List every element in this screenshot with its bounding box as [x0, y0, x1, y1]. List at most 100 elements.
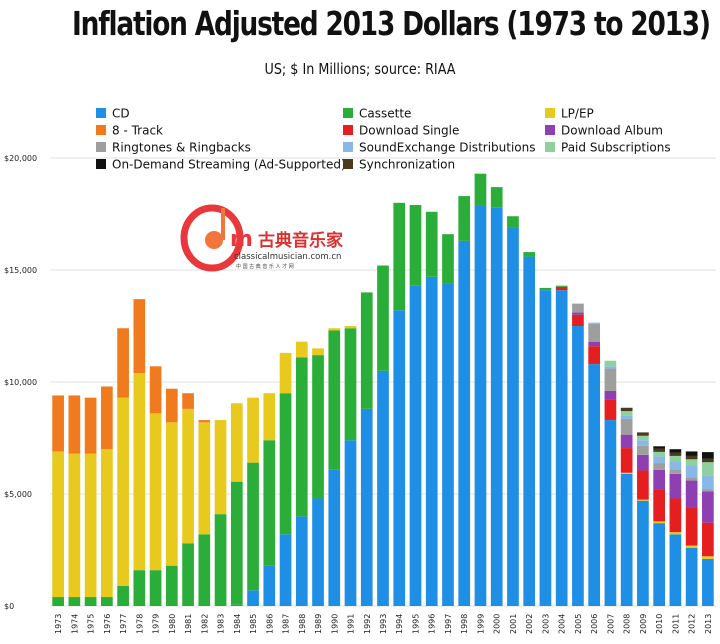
- bar-segment-cd-1993: [377, 370, 389, 606]
- bar-segment-cassette-1992: [360, 292, 373, 409]
- chart-subtitle: US; $ In Millions; source: RIAA: [264, 60, 456, 78]
- bar-segment-lp-ep-1990: [328, 328, 341, 331]
- x-tick-label: 1992: [363, 614, 372, 634]
- watermark-note-stem: [221, 208, 225, 240]
- bar-segment-cd-2013: [702, 558, 714, 606]
- bar-segment-lp-ep-1989: [312, 348, 324, 356]
- legend: CD Cassette LP/EP 8 - Track Download Single D…: [96, 107, 671, 172]
- x-tick-label: 1996: [428, 614, 437, 634]
- bar-segment-download-single-2010: [653, 489, 665, 522]
- bar-segment-download-album-2008: [620, 434, 633, 449]
- x-tick-label: 2006: [590, 614, 599, 634]
- bar-segment-cassette-1983: [214, 514, 227, 606]
- legend-swatch-cd: [96, 108, 106, 118]
- legend-label-8-track: 8 - Track: [112, 124, 163, 138]
- bar-segment-8-track-1982: [198, 420, 211, 423]
- bar-segment-cassette-1993: [377, 265, 389, 371]
- x-tick-label: 2003: [541, 614, 550, 634]
- bar-segment-synchronization-2011: [669, 452, 682, 456]
- bar-segment-cassette-1997: [442, 234, 454, 284]
- bar-segment-download-single-2006: [588, 346, 601, 365]
- bar-segment-8-track-1977: [117, 328, 129, 398]
- bar-segment-cd-1996: [425, 276, 438, 606]
- bar-segment-ringtones-ringbacks-2010: [653, 463, 665, 470]
- bar-segment-cd-1999: [474, 205, 487, 607]
- bar-segment-lp-ep-1984: [230, 403, 243, 482]
- bar-segment-download-album-2010: [653, 469, 665, 490]
- bar-segment-cassette-1996: [425, 211, 438, 277]
- bar-segment-lp-ep-1980: [165, 422, 178, 566]
- bar-segment-download-single-2013: [702, 522, 714, 557]
- bar-segment-lp-ep-1973: [52, 451, 64, 598]
- x-tick-label: 2009: [639, 614, 648, 634]
- bar-segment-cassette-1990: [328, 330, 341, 470]
- bar-segment-cassette-1995: [409, 205, 422, 286]
- bar-segment-soundexchange-distributions-2012: [685, 466, 698, 478]
- bar-segment-paid-subscriptions-2007: [604, 360, 617, 367]
- bar-segment-8-track-1974: [68, 395, 81, 454]
- x-tick-label: 1981: [184, 614, 193, 634]
- x-tick-label: 1974: [70, 614, 79, 634]
- bar-segment-cd-1987: [279, 534, 292, 606]
- bar-segment-lp-ep-1978: [133, 373, 146, 571]
- bar-segment-ringtones-ringbacks-2005: [572, 303, 584, 313]
- bar-segment-cassette-2003: [539, 287, 552, 291]
- bar-segment-8-track-1978: [133, 299, 146, 374]
- bar-segment-cassette-1988: [295, 357, 308, 517]
- legend-swatch-on-demand-streaming-ad-supported-: [96, 159, 106, 169]
- watermark-url: classicalmusician.com.cn: [234, 252, 341, 262]
- bar-segment-synchronization-2009: [637, 432, 649, 436]
- x-tick-label: 2001: [509, 614, 518, 634]
- bar-segment-cd-1990: [328, 469, 341, 606]
- legend-swatch-8-track: [96, 125, 106, 135]
- x-tick-label: 1973: [54, 614, 63, 634]
- bar-segment-8-track-1976: [101, 386, 113, 450]
- x-tick-label: 1982: [200, 614, 209, 634]
- legend-label-soundexchange-distributions: SoundExchange Distributions: [359, 141, 536, 155]
- bar-segment-lp-ep-2010: [653, 521, 665, 524]
- legend-swatch-cassette: [343, 108, 353, 118]
- bar-segment-on-demand-streaming-ad-supported--2012: [685, 451, 698, 456]
- x-tick-label: 1984: [233, 614, 242, 634]
- bar-segment-download-album-2011: [669, 473, 682, 499]
- bar-segment-lp-ep-1981: [182, 408, 194, 544]
- bar-segment-ringtones-ringbacks-2013: [702, 489, 714, 492]
- bar-segment-lp-ep-1985: [247, 397, 259, 463]
- bar-segment-cd-1998: [458, 240, 471, 606]
- x-tick-label: 2007: [606, 614, 615, 634]
- legend-swatch-paid-subscriptions: [545, 142, 555, 152]
- bars-layer: [52, 173, 714, 607]
- bar-segment-synchronization-2010: [653, 448, 665, 452]
- bar-segment-cd-2002: [523, 256, 536, 606]
- bar-segment-cassette-1977: [117, 585, 129, 606]
- x-axis: 1973 1974 1975 1976 1977 1978 1979 1980 1981 1982…: [54, 614, 713, 634]
- watermark-brand: 古典音乐家: [258, 230, 343, 251]
- bar-segment-cd-1995: [409, 285, 422, 606]
- x-tick-label: 1977: [119, 614, 128, 634]
- watermark-note-icon: [205, 231, 223, 249]
- bar-segment-cassette-1984: [230, 481, 243, 605]
- bar-segment-cd-2008: [620, 473, 633, 606]
- x-tick-label: 1999: [476, 614, 485, 634]
- x-tick-label: 1989: [314, 614, 323, 634]
- bar-segment-cd-1988: [295, 516, 308, 606]
- legend-label-cassette: Cassette: [359, 107, 411, 121]
- bar-segment-cassette-1985: [247, 462, 259, 591]
- bar-segment-ringtones-ringbacks-2006: [588, 323, 601, 342]
- bar-segment-cd-2003: [539, 290, 552, 606]
- legend-swatch-ringtones-ringbacks: [96, 142, 106, 152]
- bar-segment-lp-ep-1975: [84, 453, 97, 598]
- x-tick-label: 1978: [135, 614, 144, 634]
- bar-segment-cd-2011: [669, 534, 682, 606]
- bar-segment-soundexchange-distributions-2007: [604, 366, 617, 369]
- x-tick-label: 2011: [671, 614, 680, 634]
- bar-segment-8-track-1979: [149, 366, 162, 414]
- bar-segment-8-track-1973: [52, 395, 64, 452]
- bar-segment-cd-2010: [653, 523, 665, 606]
- legend-label-download-album: Download Album: [561, 124, 663, 138]
- bar-segment-lp-ep-2011: [669, 532, 682, 535]
- x-tick-label: 2013: [704, 614, 713, 634]
- bar-segment-on-demand-streaming-ad-supported--2011: [669, 449, 682, 453]
- bar-segment-cd-1992: [360, 408, 373, 606]
